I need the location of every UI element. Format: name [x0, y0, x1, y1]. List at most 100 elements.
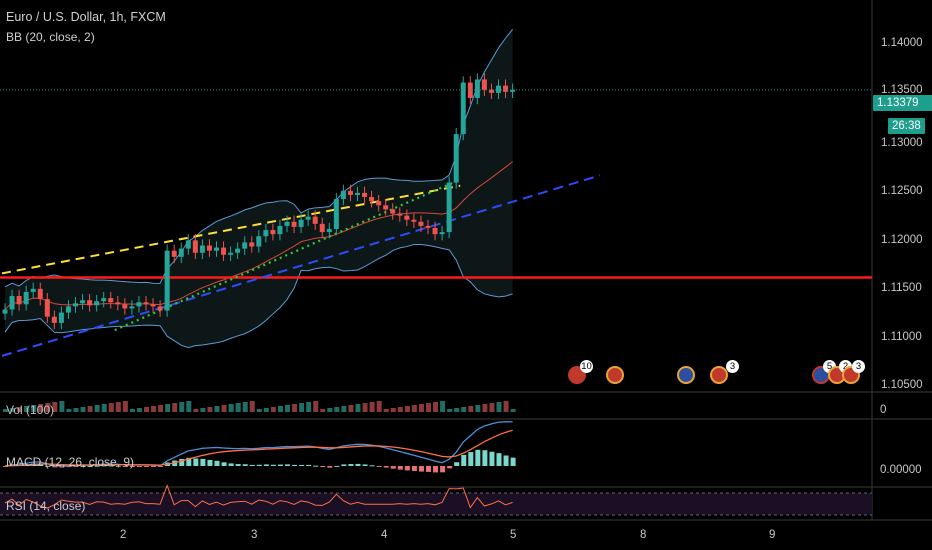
macd-histogram-bar: [151, 466, 157, 467]
macd-histogram-bar: [313, 465, 319, 467]
candle-body: [270, 230, 276, 235]
candle-body: [411, 219, 417, 222]
volume-bar: [362, 403, 368, 412]
volume-bar: [59, 401, 65, 412]
dotted-trend-line: [114, 181, 454, 332]
volume-bar: [277, 406, 283, 412]
macd-histogram-bar: [355, 463, 361, 466]
time-tick: 4: [381, 529, 388, 541]
candle-body: [214, 247, 219, 251]
volume-bar: [129, 409, 135, 412]
candle-body: [446, 182, 452, 233]
time-tick: 9: [769, 529, 776, 541]
volume-bar: [228, 404, 234, 412]
lower-trend-line: [1, 174, 601, 357]
macd-histogram-bar: [468, 452, 474, 466]
macd-histogram-bar: [426, 466, 431, 472]
price-tick: 1.12500: [881, 185, 923, 197]
volume-bar: [193, 409, 199, 412]
volume-bar: [454, 408, 460, 412]
macd-histogram-bar: [376, 466, 382, 467]
candle-body: [221, 247, 227, 255]
eu-flag-icon[interactable]: [677, 366, 695, 384]
macd-histogram-bar: [101, 465, 107, 467]
volume-bar: [179, 402, 185, 412]
price-tick: 1.13000: [881, 137, 923, 149]
candle-body: [376, 201, 382, 206]
volume-bar: [348, 405, 354, 412]
volume-bar: [320, 409, 326, 412]
candle-body: [496, 85, 501, 93]
volume-bar: [383, 409, 389, 412]
macd-indicator-label[interactable]: MACD (12, 26, close, 9): [6, 455, 135, 469]
volume-bar: [426, 403, 431, 412]
bb-indicator-label[interactable]: BB (20, close, 2): [6, 30, 95, 44]
volume-bar: [186, 401, 192, 412]
candle-body: [171, 250, 177, 257]
volume-bar: [447, 409, 453, 412]
macd-histogram-bar: [73, 466, 79, 467]
candle-body: [9, 296, 15, 310]
macd-histogram-bar: [306, 464, 312, 466]
rsi-indicator-label[interactable]: RSI (14, close): [6, 499, 86, 513]
price-tick: 1.10500: [881, 379, 923, 391]
macd-histogram-bar: [52, 466, 58, 468]
volume-bar: [94, 405, 100, 412]
volume-bar: [158, 405, 164, 412]
candle-body: [474, 79, 480, 98]
volume-bar: [489, 403, 495, 412]
macd-histogram-bar: [249, 464, 255, 466]
volume-bar: [306, 402, 312, 412]
volume-indicator-label[interactable]: Vol (100): [6, 403, 55, 417]
candle-body: [355, 192, 360, 195]
volume-bar: [3, 409, 8, 412]
macd-histogram-bar: [277, 464, 283, 466]
candle-body: [383, 205, 389, 210]
volume-bar: [17, 407, 23, 412]
volume-bar: [10, 408, 16, 412]
volume-bar: [496, 402, 502, 412]
volume-bar: [270, 407, 276, 412]
candle-body: [185, 240, 191, 249]
candle-body: [460, 82, 466, 135]
volume-bar: [136, 408, 142, 412]
macd-histogram-bar: [292, 464, 298, 466]
macd-signal-line: [4, 429, 513, 467]
candle-body: [326, 229, 332, 233]
candle-body: [178, 248, 184, 257]
candle-body: [340, 190, 346, 200]
volume-bar: [101, 404, 107, 412]
candle-body: [510, 89, 516, 92]
bollinger-upper-band: [4, 28, 513, 288]
volume-bar: [341, 406, 347, 412]
candle-body: [242, 242, 248, 249]
candle-body: [164, 250, 170, 311]
volume-bar: [66, 409, 72, 412]
us-flag-icon[interactable]: [710, 366, 728, 384]
candle-body: [397, 213, 403, 216]
candle-body: [305, 216, 311, 220]
time-tick: 8: [640, 529, 647, 541]
volume-bar: [397, 407, 403, 412]
macd-histogram-bar: [214, 460, 220, 466]
candle-body: [347, 190, 353, 195]
price-tick: 1.11500: [881, 282, 922, 294]
candle-body: [80, 300, 86, 304]
symbol-title[interactable]: Euro / U.S. Dollar, 1h, FXCM: [6, 10, 166, 24]
macd-histogram-bar: [200, 458, 206, 466]
macd-histogram-bar: [369, 465, 375, 467]
volume-bar: [115, 402, 121, 412]
candle-body: [108, 298, 114, 303]
volume-bar: [87, 406, 93, 412]
us-flag-icon[interactable]: [606, 366, 624, 384]
volume-bar: [299, 403, 305, 412]
macd-histogram-bar: [186, 457, 192, 466]
macd-histogram-bar: [207, 459, 213, 466]
macd-histogram-bar: [348, 464, 354, 466]
candle-body: [2, 309, 8, 314]
candle-body: [439, 232, 445, 235]
candle-body: [206, 245, 212, 251]
candle-body: [298, 219, 304, 227]
macd-histogram-bar: [179, 458, 185, 466]
